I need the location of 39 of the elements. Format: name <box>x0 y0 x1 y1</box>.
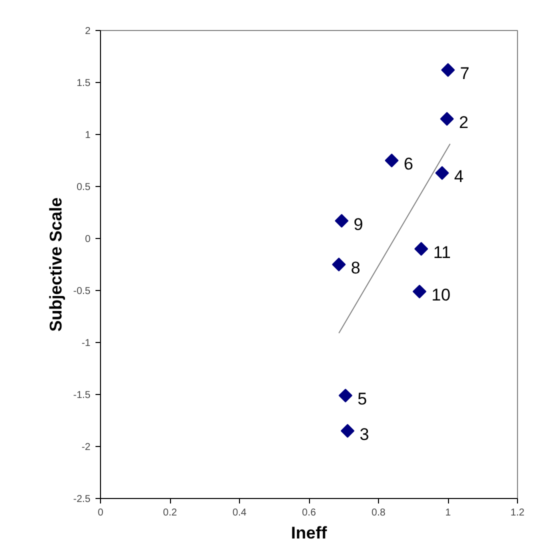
point <box>441 63 455 77</box>
x-axis-title: Ineff <box>291 524 328 542</box>
annotation: 9 <box>354 214 364 234</box>
y-tick-label: -0.5 <box>73 286 91 297</box>
x-tick-label: 0.2 <box>163 508 178 518</box>
annotation: 4 <box>454 166 464 186</box>
x-tick-label: 0.8 <box>372 508 386 518</box>
y-tick-label: 1.5 <box>76 78 91 89</box>
point <box>440 112 454 126</box>
point <box>412 284 426 298</box>
point <box>435 166 449 180</box>
y-tick-label: 0 <box>84 234 91 245</box>
x-tick-label: 1.2 <box>510 508 525 518</box>
annotation: 2 <box>458 112 468 132</box>
y-tick-label: -1.5 <box>73 390 91 401</box>
point <box>338 388 352 402</box>
y-tick-label: -2 <box>82 442 91 453</box>
annotation: 8 <box>350 258 360 278</box>
y-tick-label: 1 <box>84 130 91 141</box>
annotation: 11 <box>433 242 451 262</box>
y-axis-title: Subjective Scale <box>46 197 66 332</box>
point <box>340 424 354 438</box>
x-tick-label: 0 <box>98 508 104 518</box>
annotation: 3 <box>360 424 370 444</box>
y-tick-label: -2.5 <box>73 494 91 505</box>
y-tick-label: -1 <box>82 338 91 349</box>
x-tick-label: 0.6 <box>302 508 316 518</box>
point <box>332 258 346 272</box>
x-tick-label: 0.4 <box>232 508 247 518</box>
point <box>334 214 349 228</box>
point <box>414 242 428 256</box>
annotation: 7 <box>460 64 470 84</box>
y-tick-label: 0.5 <box>76 182 91 193</box>
annotation: 10 <box>432 286 450 305</box>
x-tick-label: 1 <box>445 508 452 518</box>
point <box>384 154 399 168</box>
annotation: 5 <box>357 390 367 409</box>
y-tick-label: 2 <box>84 26 91 37</box>
annotation: 6 <box>404 154 414 174</box>
